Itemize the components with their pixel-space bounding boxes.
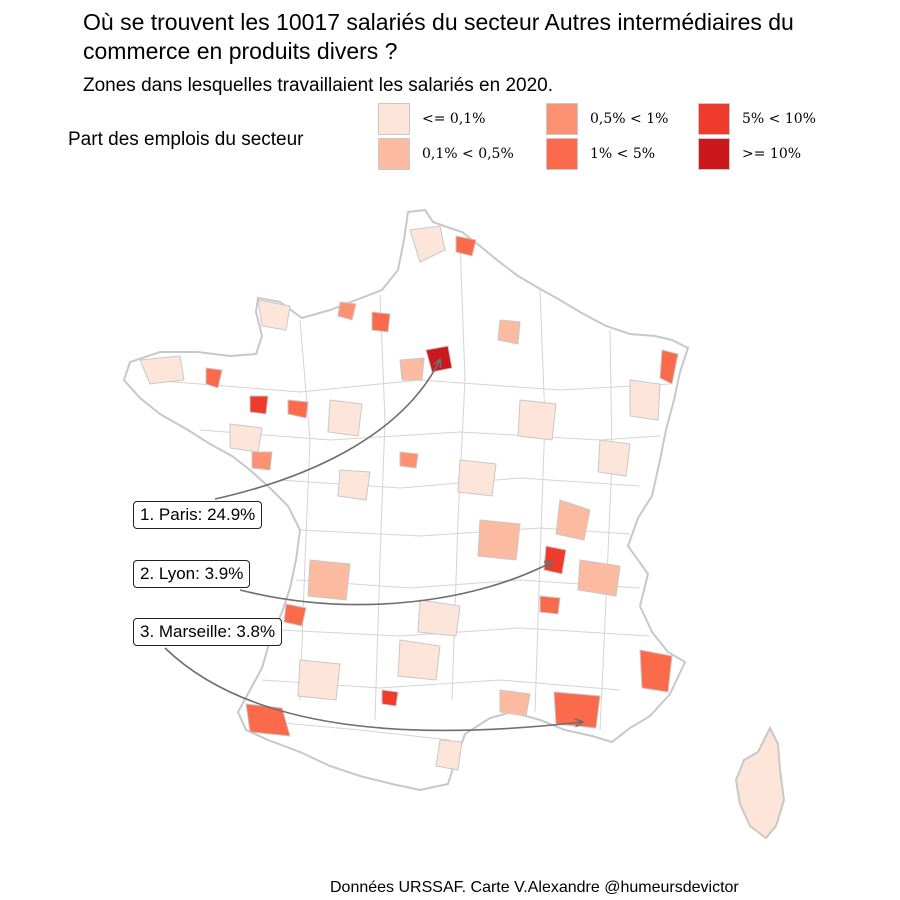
- source-caption: Données URSSAF. Carte V.Alexandre @humeu…: [330, 879, 739, 896]
- legend-swatch: [546, 138, 578, 170]
- legend-swatch: [698, 103, 730, 135]
- legend: <= 0,1% 0,1% < 0,5% 0,5% < 1% 1% < 5% 5%…: [378, 102, 858, 172]
- legend-item: >= 10%: [698, 137, 801, 171]
- legend-item: <= 0,1%: [378, 102, 485, 136]
- arrow-lyon: [239, 562, 552, 606]
- legend-item: 0,1% < 0,5%: [378, 137, 514, 171]
- legend-label: 0,5% < 1%: [590, 111, 669, 127]
- legend-label: 0,1% < 0,5%: [422, 146, 514, 162]
- mainland-france: [122, 208, 690, 792]
- callout-marseille: 3. Marseille: 3.8%: [133, 618, 283, 646]
- callout-lyon: 2. Lyon: 3.9%: [133, 560, 251, 588]
- legend-item: 0,5% < 1%: [546, 102, 668, 136]
- legend-swatch: [378, 138, 410, 170]
- legend-label: >= 10%: [742, 146, 802, 162]
- corsica: [734, 725, 786, 840]
- legend-label: 5% < 10%: [742, 111, 816, 127]
- legend-swatch: [546, 103, 578, 135]
- legend-swatch: [378, 103, 410, 135]
- legend-label: <= 0,1%: [422, 111, 486, 127]
- arrow-marseille: [164, 647, 582, 732]
- legend-label: 1% < 5%: [590, 146, 656, 162]
- arrow-paris: [214, 360, 440, 500]
- legend-item: 1% < 5%: [546, 137, 655, 171]
- legend-swatch: [698, 138, 730, 170]
- chart-subtitle: Zones dans lesquelles travaillaient les …: [83, 75, 553, 96]
- legend-item: 5% < 10%: [698, 102, 816, 136]
- chart-title: Où se trouvent les 10017 salariés du sec…: [83, 9, 794, 64]
- callout-paris: 1. Paris: 24.9%: [133, 501, 263, 529]
- legend-title: Part des emplois du secteur: [68, 129, 304, 150]
